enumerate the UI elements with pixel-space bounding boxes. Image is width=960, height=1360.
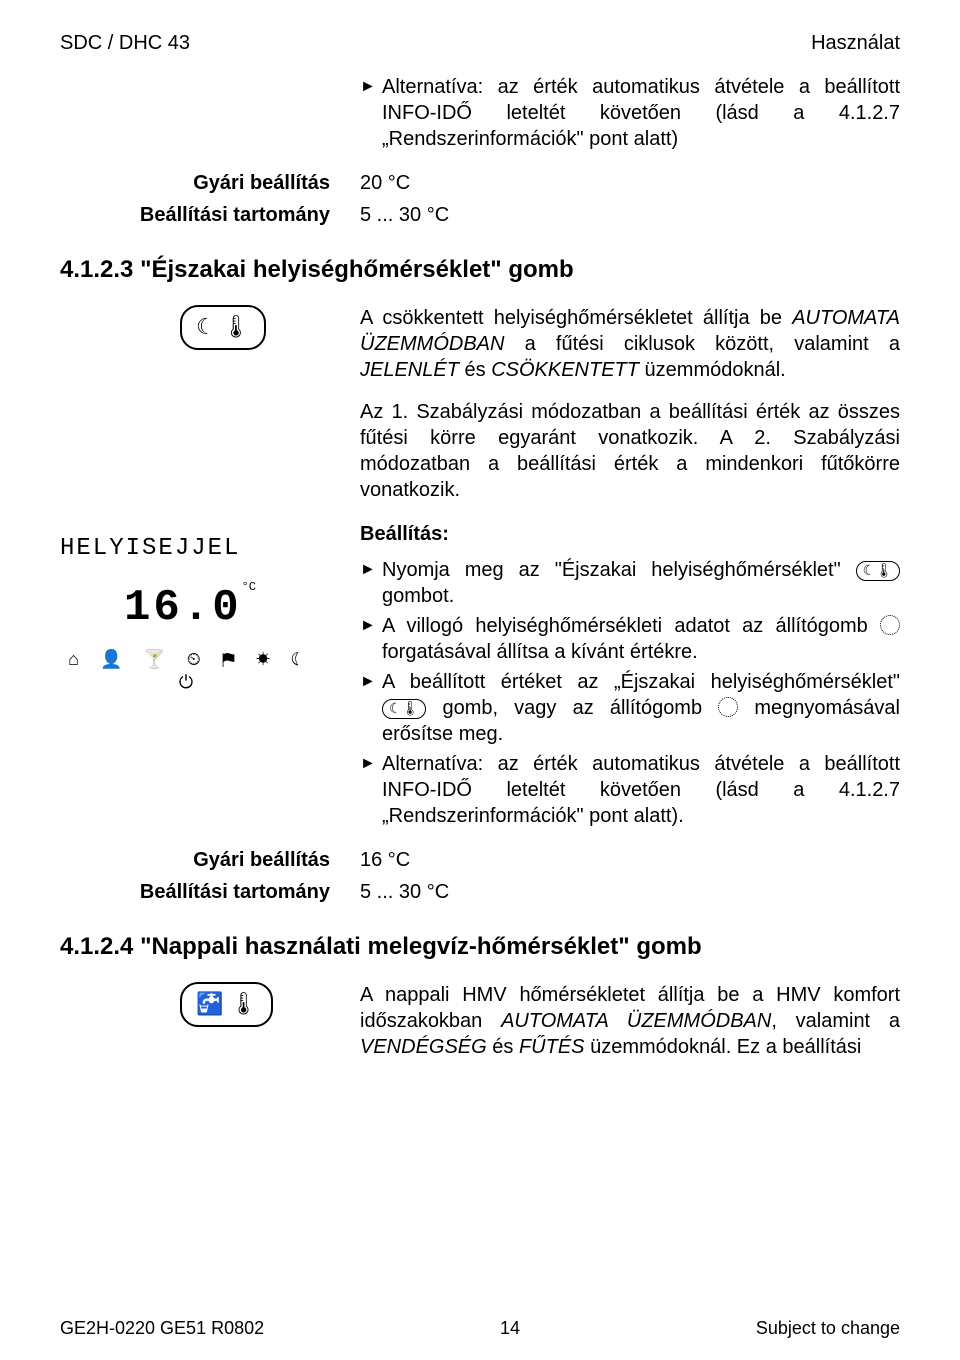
factory-setting-label: Gyári beállítás: [60, 170, 360, 196]
bullet-3: ► A beállított értéket az „Éjszakai hely…: [360, 669, 900, 747]
setting-range-row-1: Beállítási tartomány 5 ... 30 °C: [60, 202, 900, 228]
factory-setting-row-2: Gyári beállítás 16 °C: [60, 847, 900, 873]
setting-range-label: Beállítási tartomány: [60, 202, 360, 228]
bullet-triangle-icon: ►: [360, 669, 382, 747]
setting-label: Beállítás:: [360, 521, 900, 547]
page-footer: GE2H-0220 GE51 R0802 14 Subject to chang…: [60, 1317, 900, 1340]
day-dhw-temp-icon: 🚰 🌡: [180, 982, 273, 1027]
footer-right: Subject to change: [756, 1317, 900, 1340]
section-4123-icon-col: ☾ 🌡: [60, 305, 360, 503]
section-4124-icon-col: 🚰 🌡: [60, 982, 360, 1060]
factory-setting-value: 16 °C: [360, 847, 900, 873]
footer-left: GE2H-0220 GE51 R0802: [60, 1317, 264, 1340]
section-4124-heading: 4.1.2.4 "Nappali használati melegvíz-hőm…: [60, 931, 900, 962]
lcd-display: HELYISEJJEL 16.0°C ⌂ 👤 🍸 ⏲ ⚑ ☀ ☾ ⏻: [60, 533, 320, 694]
section-4123-para1: A csökkentett helyiséghőmérsékletet állí…: [360, 305, 900, 383]
night-room-temp-icon: ☾ 🌡: [180, 305, 266, 350]
setting-range-value: 5 ... 30 °C: [360, 879, 900, 905]
header-left: SDC / DHC 43: [60, 30, 190, 56]
factory-setting-value: 20 °C: [360, 170, 900, 196]
page-header: SDC / DHC 43 Használat: [60, 30, 900, 56]
bullet-triangle-icon: ►: [360, 751, 382, 829]
top-alt-text: Alternatíva: az érték automatikus átvéte…: [382, 74, 900, 152]
header-right: Használat: [811, 30, 900, 56]
bullet-triangle-icon: ►: [360, 613, 382, 665]
bullet-2: ► A villogó helyiséghőmérsékleti adatot …: [360, 613, 900, 665]
bullet-triangle-icon: ►: [360, 74, 382, 152]
section-4124-para: A nappali HMV hőmérsékletet állítja be a…: [360, 982, 900, 1060]
footer-center: 14: [500, 1317, 520, 1340]
factory-setting-label: Gyári beállítás: [60, 847, 360, 873]
display-col: HELYISEJJEL 16.0°C ⌂ 👤 🍸 ⏲ ⚑ ☀ ☾ ⏻: [60, 521, 360, 833]
lcd-line1: HELYISEJJEL: [60, 533, 320, 564]
factory-setting-row-1: Gyári beállítás 20 °C: [60, 170, 900, 196]
bullet-triangle-icon: ►: [360, 557, 382, 609]
section-4123-heading: 4.1.2.3 "Éjszakai helyiséghőmérséklet" g…: [60, 254, 900, 285]
top-alt-block: ► Alternatíva: az érték automatikus átvé…: [360, 74, 900, 152]
dial-knob-icon: [718, 697, 738, 717]
bullet-1: ► Nyomja meg az "Éjszakai helyiséghőmérs…: [360, 557, 900, 609]
setting-range-value: 5 ... 30 °C: [360, 202, 900, 228]
bullet-4: ► Alternatíva: az érték automatikus átvé…: [360, 751, 900, 829]
setting-range-row-2: Beállítási tartomány 5 ... 30 °C: [60, 879, 900, 905]
dial-knob-icon: [880, 615, 900, 635]
lcd-icons-row: ⌂ 👤 🍸 ⏲ ⚑ ☀ ☾ ⏻: [60, 648, 320, 695]
setting-range-label: Beállítási tartomány: [60, 879, 360, 905]
section-4123-para2: Az 1. Szabályzási módozatban a beállítás…: [360, 399, 900, 503]
night-temp-button-icon: ☾🌡: [382, 699, 426, 718]
night-temp-button-icon: ☾🌡: [856, 561, 900, 580]
lcd-value: 16.0°C: [60, 580, 320, 637]
